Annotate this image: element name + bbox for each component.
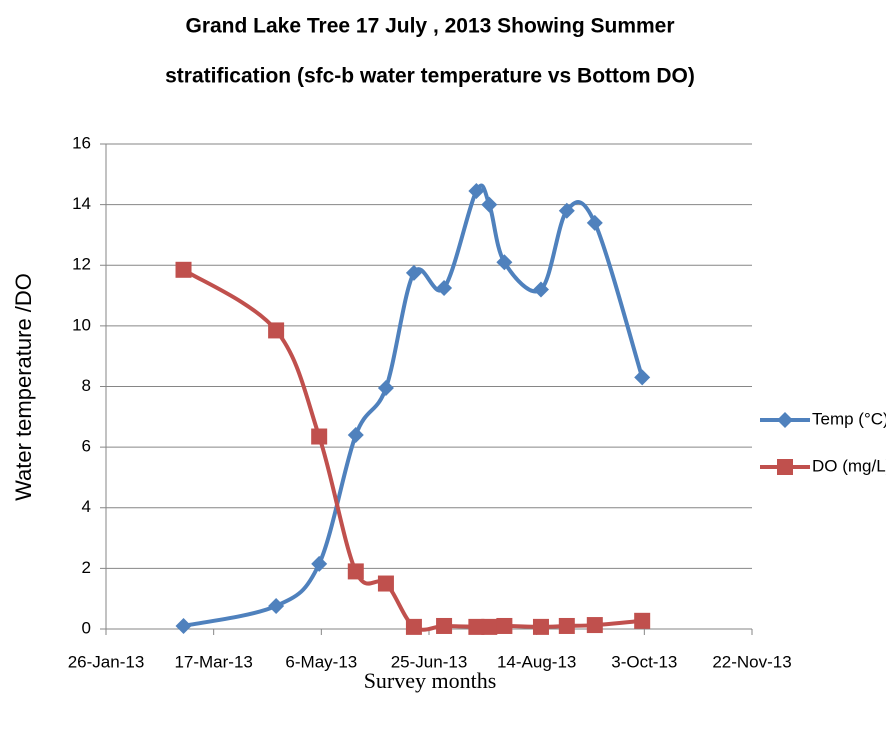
data-point (468, 182, 485, 199)
chart-title: Grand Lake Tree 17 July , 2013 Showing S… (185, 15, 674, 38)
data-point (268, 597, 285, 614)
x-tick-label: 6-May-13 (285, 652, 357, 671)
chart-title: stratification (sfc-b water temperature … (165, 65, 695, 88)
data-point (175, 261, 192, 278)
series-line (183, 183, 645, 628)
data-point (377, 575, 394, 592)
series-line (182, 268, 643, 632)
data-point (405, 618, 422, 635)
y-tick-label: 0 (82, 618, 91, 637)
data-point (377, 380, 394, 397)
data-point (634, 369, 651, 386)
y-tick-label: 16 (72, 133, 91, 152)
data-point (347, 563, 364, 580)
x-tick-label: 22-Nov-13 (712, 652, 791, 671)
data-point (586, 214, 603, 231)
legend-label: DO (mg/L) (812, 456, 886, 475)
legend-marker (777, 412, 793, 428)
data-point (532, 281, 549, 298)
data-point (468, 618, 485, 635)
data-point (175, 617, 192, 634)
data-point (268, 322, 285, 339)
data-point (481, 196, 498, 213)
data-point (496, 617, 513, 634)
y-tick-label: 4 (82, 497, 91, 516)
data-point (496, 254, 513, 271)
x-axis-label: Survey months (364, 668, 497, 693)
data-point (311, 428, 328, 445)
y-tick-label: 8 (82, 376, 91, 395)
data-point (347, 427, 364, 443)
data-point (558, 202, 575, 219)
x-tick-label: 25-Jun-13 (391, 652, 468, 671)
data-point (436, 617, 453, 634)
legend-label: Temp (°C) (812, 409, 886, 428)
x-tick-label: 26-Jan-13 (68, 652, 145, 671)
x-tick-label: 14-Aug-13 (497, 652, 576, 671)
data-point (532, 618, 549, 635)
y-tick-label: 2 (82, 558, 91, 577)
data-point (311, 555, 328, 572)
data-point (558, 617, 575, 634)
data-point (405, 264, 422, 281)
legend-marker (777, 459, 793, 475)
data-point (586, 617, 603, 634)
y-tick-label: 12 (72, 255, 91, 274)
x-tick-label: 3-Oct-13 (611, 652, 677, 671)
x-tick-label: 17-Mar-13 (174, 652, 252, 671)
y-axis-label: Water temperature /DO (11, 273, 36, 501)
data-point (634, 612, 651, 629)
data-point (436, 279, 453, 296)
y-tick-label: 6 (82, 437, 91, 456)
data-point (481, 618, 498, 635)
y-tick-label: 14 (72, 194, 91, 213)
y-tick-label: 10 (72, 315, 91, 334)
